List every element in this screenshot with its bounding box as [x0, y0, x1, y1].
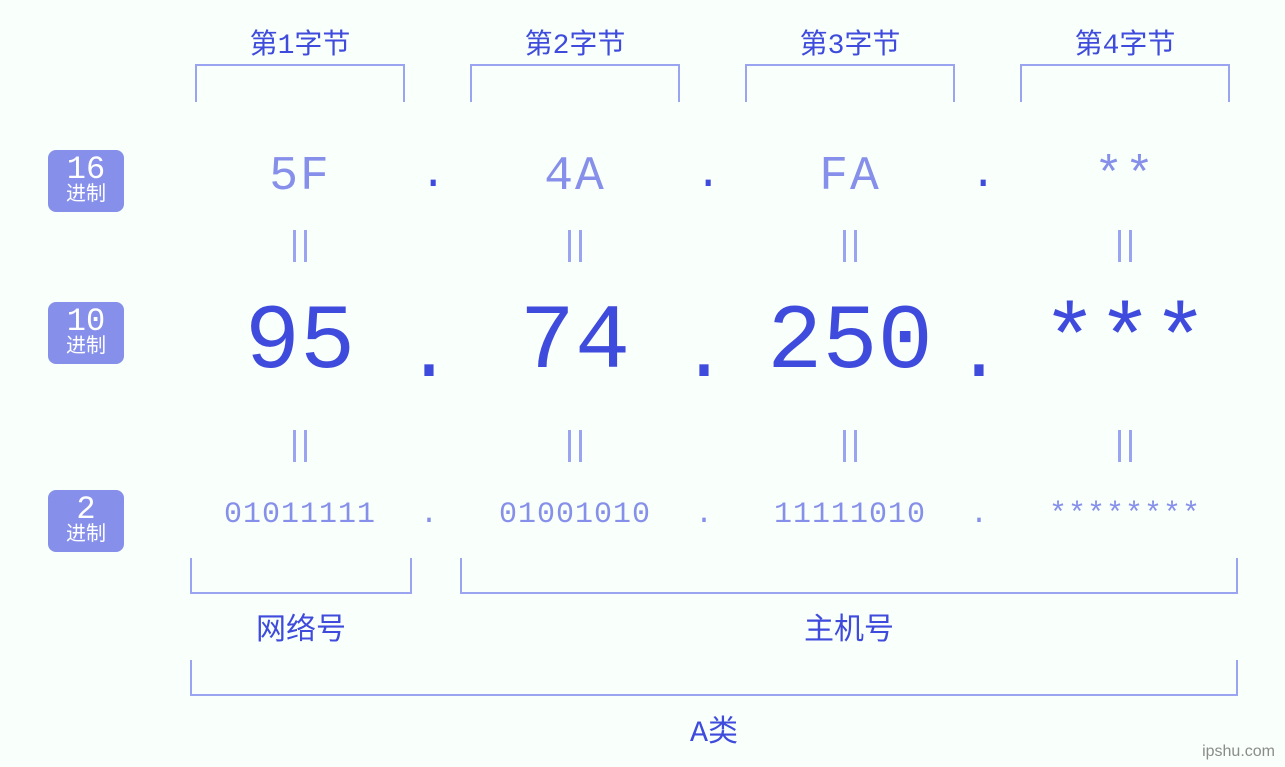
badge-2-number: 2	[48, 490, 124, 526]
base-badge-10: 10 进制	[48, 302, 124, 364]
dec-value-1: 95	[180, 290, 420, 395]
equals-bottom-2	[455, 430, 695, 467]
watermark: ipshu.com	[1202, 743, 1275, 761]
hex-dot-3: .	[970, 150, 996, 200]
byte-header-4: 第4字节	[1005, 22, 1245, 62]
bin-dot-2: .	[695, 498, 713, 532]
dec-dot-2: .	[680, 310, 728, 401]
hex-value-3: FA	[730, 150, 970, 204]
bin-value-3: 11111010	[730, 498, 970, 532]
equals-bottom-3	[730, 430, 970, 467]
equals-bottom-1	[180, 430, 420, 467]
bin-dot-3: .	[970, 498, 988, 532]
byte-bracket-1	[195, 64, 405, 102]
network-label: 网络号	[190, 604, 412, 649]
badge-10-number: 10	[48, 302, 124, 338]
badge-16-label: 进制	[48, 186, 124, 212]
hex-value-1: 5F	[180, 150, 420, 204]
byte-header-3: 第3字节	[730, 22, 970, 62]
hex-value-2: 4A	[455, 150, 695, 204]
equals-top-4	[1005, 230, 1245, 267]
host-label: 主机号	[460, 604, 1238, 649]
dec-dot-3: .	[955, 310, 1003, 401]
badge-16-number: 16	[48, 150, 124, 186]
bin-value-1: 01011111	[180, 498, 420, 532]
byte-header-1: 第1字节	[180, 22, 420, 62]
dec-value-3: 250	[730, 290, 970, 395]
class-label: A类	[190, 706, 1238, 751]
dec-dot-1: .	[405, 310, 453, 401]
network-bracket	[190, 558, 412, 594]
badge-10-label: 进制	[48, 338, 124, 364]
bin-value-2: 01001010	[455, 498, 695, 532]
dec-value-2: 74	[455, 290, 695, 395]
hex-dot-1: .	[420, 150, 446, 200]
byte-bracket-3	[745, 64, 955, 102]
dec-value-4: ***	[1005, 290, 1245, 395]
equals-bottom-4	[1005, 430, 1245, 467]
byte-bracket-2	[470, 64, 680, 102]
badge-2-label: 进制	[48, 526, 124, 552]
base-badge-2: 2 进制	[48, 490, 124, 552]
equals-top-2	[455, 230, 695, 267]
hex-dot-2: .	[695, 150, 721, 200]
byte-header-2: 第2字节	[455, 22, 695, 62]
bin-dot-1: .	[420, 498, 438, 532]
hex-value-4: **	[1005, 150, 1245, 204]
bin-value-4: ********	[1005, 498, 1245, 532]
equals-top-3	[730, 230, 970, 267]
byte-bracket-4	[1020, 64, 1230, 102]
class-bracket	[190, 660, 1238, 696]
equals-top-1	[180, 230, 420, 267]
base-badge-16: 16 进制	[48, 150, 124, 212]
host-bracket	[460, 558, 1238, 594]
